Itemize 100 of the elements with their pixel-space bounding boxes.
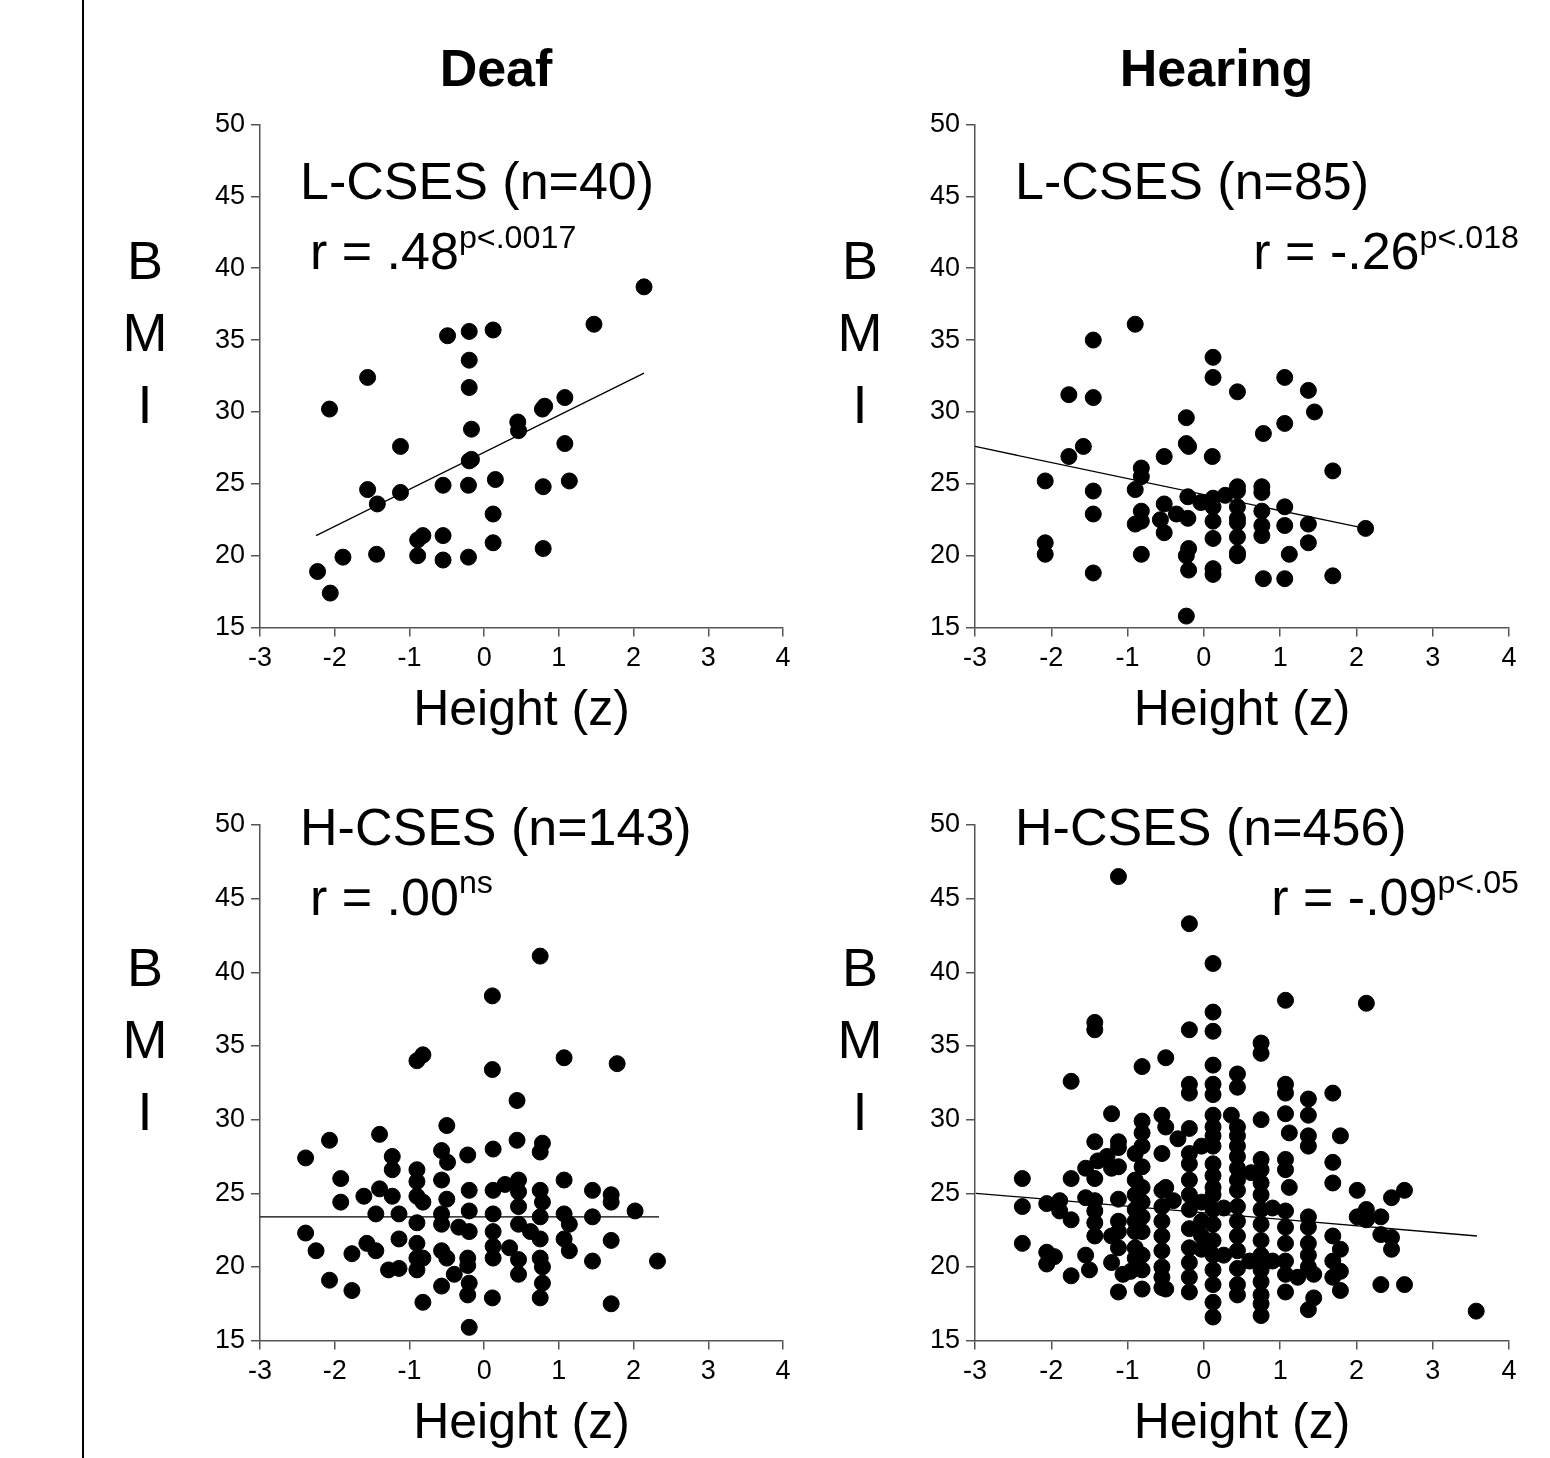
y-tick-label: 45: [214, 882, 246, 913]
x-tick-label: 3: [700, 1355, 716, 1386]
x-tick-label: -3: [248, 642, 273, 673]
point: [556, 435, 574, 453]
y-tick-label: 40: [214, 251, 246, 282]
x-tick-label: 2: [1348, 642, 1364, 673]
x-axis-title: Height (z): [413, 679, 630, 736]
y-tick-label: 45: [214, 179, 246, 210]
x-tick-label: 0: [1196, 642, 1212, 673]
point: [459, 476, 477, 494]
x-tick-label: 3: [1425, 1355, 1441, 1386]
y-tick-label: 50: [214, 107, 246, 138]
point: [484, 505, 502, 523]
point: [486, 471, 504, 489]
point: [309, 563, 327, 581]
point: [556, 389, 574, 407]
point: [434, 527, 452, 545]
point: [439, 327, 457, 345]
x-axis-title: Height (z): [413, 1392, 630, 1449]
y-tick-label: 20: [929, 539, 961, 570]
point: [334, 548, 352, 566]
point: [368, 545, 386, 563]
y-axis-title: BMI: [837, 936, 883, 1141]
x-tick-label: 4: [775, 642, 791, 673]
x-tick-label: 3: [1425, 642, 1441, 673]
y-tick-label: 15: [929, 1324, 961, 1355]
x-tick-label: 1: [1272, 1355, 1288, 1386]
y-tick-label: 15: [214, 611, 246, 642]
point: [321, 400, 339, 418]
x-tick-label: 2: [1348, 1355, 1364, 1386]
point: [635, 278, 653, 296]
point: [460, 322, 478, 340]
point: [460, 379, 478, 396]
x-tick-label: -1: [1115, 642, 1140, 673]
x-tick-label: -3: [248, 1355, 273, 1386]
x-tick-label: -3: [963, 1355, 988, 1386]
y-tick-label: 25: [214, 1176, 246, 1207]
y-tick-label: 25: [929, 467, 961, 498]
x-tick-label: 4: [775, 1355, 791, 1386]
chart-title: Hearing: [1119, 38, 1314, 97]
y-tick-label: 30: [929, 1103, 961, 1134]
x-axis-title: Height (z): [1133, 1392, 1351, 1449]
x-tick-label: 2: [626, 1355, 642, 1386]
y-tick-label: 50: [214, 808, 246, 839]
y-tick-label: 35: [929, 323, 961, 354]
x-tick-label: 0: [476, 1355, 492, 1386]
y-tick-label: 45: [929, 179, 961, 210]
y-tick-label: 25: [214, 467, 246, 498]
point: [321, 584, 339, 602]
y-tick-label: 15: [214, 1324, 246, 1355]
y-tick-label: 45: [929, 882, 961, 913]
x-tick-label: -2: [322, 1355, 347, 1386]
y-tick-label: 35: [214, 323, 246, 354]
x-tick-label: 0: [476, 642, 492, 673]
y-tick-label: 40: [929, 955, 961, 986]
point: [560, 472, 578, 490]
annotation: H-CSES (n=456): [1015, 798, 1407, 856]
y-tick-label: 40: [929, 251, 961, 282]
point: [359, 368, 377, 386]
y-tick-label: 30: [929, 395, 961, 426]
y-axis-title: BMI: [122, 936, 168, 1141]
y-tick-label: 15: [929, 611, 961, 642]
x-tick-label: -3: [963, 642, 988, 673]
x-tick-label: 1: [551, 642, 567, 673]
annotation: H-CSES (n=143): [300, 798, 692, 856]
y-tick-label: 25: [929, 1176, 961, 1207]
y-axis-title: BMI: [122, 229, 168, 434]
point: [409, 547, 427, 565]
point: [585, 315, 603, 333]
y-tick-label: 30: [214, 395, 246, 426]
point: [460, 351, 478, 369]
point: [534, 478, 552, 496]
point: [414, 527, 432, 545]
y-tick-label: 35: [929, 1029, 961, 1060]
point: [391, 437, 409, 455]
point: [391, 483, 409, 501]
x-tick-label: -2: [322, 642, 347, 673]
point: [359, 481, 377, 499]
point: [484, 534, 502, 552]
x-tick-label: 1: [1272, 642, 1288, 673]
chart-title: Deaf: [439, 38, 554, 97]
x-tick-label: -1: [1115, 1355, 1140, 1386]
y-tick-label: 50: [929, 808, 961, 839]
x-tick-label: -1: [397, 642, 422, 673]
y-tick-label: 50: [929, 107, 961, 138]
x-tick-label: -1: [397, 1355, 422, 1386]
x-tick-label: 0: [1196, 1355, 1212, 1386]
y-tick-label: 40: [214, 955, 246, 986]
y-tick-label: 20: [929, 1250, 961, 1281]
annotation: L-CSES (n=40): [300, 152, 655, 211]
point: [462, 420, 480, 438]
y-tick-label: 20: [214, 1250, 246, 1281]
y-axis-title: BMI: [837, 229, 883, 434]
point: [368, 495, 386, 513]
x-tick-label: 4: [1501, 1355, 1517, 1386]
point: [534, 540, 552, 558]
x-tick-label: 1: [551, 1355, 567, 1386]
point: [434, 476, 452, 494]
x-axis-title: Height (z): [1133, 679, 1351, 736]
y-tick-label: 35: [214, 1029, 246, 1060]
